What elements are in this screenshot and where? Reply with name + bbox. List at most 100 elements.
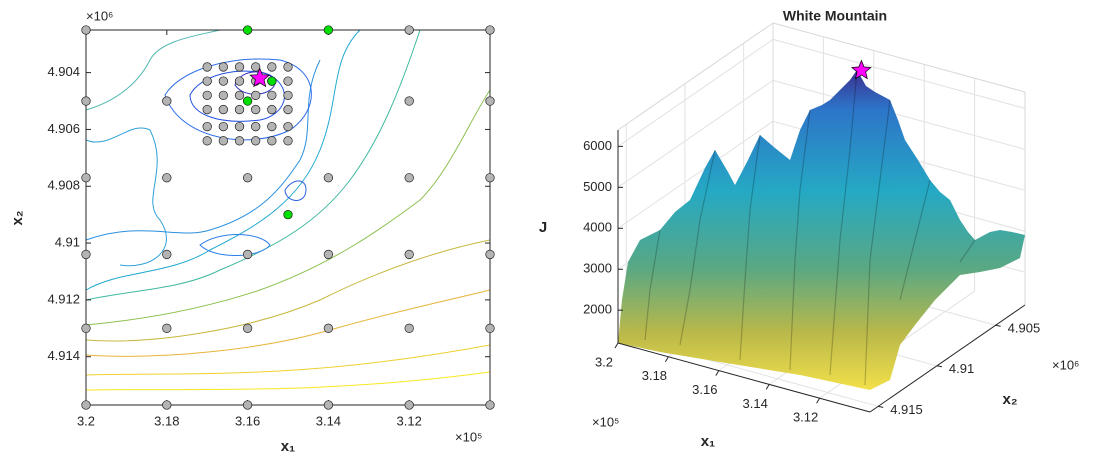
grid-line: [772, 38, 1026, 109]
sample-point: [81, 25, 91, 35]
sample-point: [404, 25, 414, 35]
sample-point: [404, 173, 414, 183]
sample-point: [485, 25, 495, 35]
sample-point: [404, 96, 414, 106]
sample-point: [218, 121, 229, 132]
sample-point: [162, 400, 172, 410]
z-tick-label: 4000: [583, 220, 612, 235]
contour: [85, 239, 491, 342]
sample-point: [267, 90, 277, 100]
contour: [85, 289, 491, 357]
y-tick-label: 4.904: [47, 64, 80, 79]
sample-point: [323, 25, 334, 35]
contour: [85, 89, 491, 326]
x-axis: [617, 342, 871, 413]
y-multiplier: ×10⁶: [1052, 357, 1079, 372]
contour: [189, 70, 285, 122]
sample-point: [323, 323, 334, 333]
sample-point: [267, 104, 277, 115]
sample-point: [242, 323, 253, 333]
sample-point: [162, 249, 172, 260]
surface-ridges: [644, 69, 976, 386]
z-tick-label: 2000: [583, 302, 612, 317]
sample-point: [162, 96, 172, 106]
sample-point: [485, 323, 495, 333]
sample-point: [218, 62, 229, 72]
sample-point: [283, 104, 293, 115]
sample-point: [202, 90, 212, 100]
contour: [85, 127, 167, 267]
sample-point: [251, 90, 261, 100]
z-tick-label: 5000: [583, 179, 612, 194]
sample-point: [251, 136, 261, 146]
sample-point: [234, 121, 245, 132]
contour: [85, 371, 491, 391]
sample-point: [283, 90, 293, 100]
sample-point: [218, 76, 229, 86]
sample-point: [283, 210, 293, 220]
sample-point: [485, 173, 495, 183]
x-tick-label: 3.12: [397, 413, 422, 428]
sample-point: [251, 62, 261, 72]
box-edge: [617, 22, 774, 131]
sample-point: [242, 400, 253, 410]
sample-point: [81, 400, 91, 410]
sample-point: [485, 96, 495, 106]
sample-point: [162, 323, 172, 333]
y-tick-label: 4.906: [47, 121, 80, 136]
contour: [85, 29, 221, 111]
contour: [85, 29, 421, 301]
x-tick: [715, 370, 720, 376]
x-tick-label: 3.14: [743, 396, 768, 411]
sample-point: [323, 249, 334, 260]
sample-point: [234, 136, 245, 146]
grid-line: [617, 79, 774, 188]
sample-point: [218, 104, 229, 115]
sample-point: [283, 76, 293, 86]
y-tick-label: 4.908: [47, 178, 80, 193]
grid-line: [772, 79, 1026, 150]
box-edge: [772, 22, 1026, 93]
x-tick: [816, 397, 821, 404]
sample-point: [267, 62, 277, 72]
sample-point: [218, 90, 229, 100]
y-axis-label: x₂: [9, 210, 26, 225]
z-axis-label: J: [539, 219, 547, 236]
sample-point: [485, 249, 495, 260]
contour: [284, 180, 307, 201]
sample-point: [404, 400, 414, 410]
contour: [85, 59, 321, 241]
sample-point: [218, 136, 229, 146]
y-tick-label: 4.91: [55, 235, 80, 250]
sample-point: [81, 96, 91, 106]
sample-point: [283, 136, 293, 146]
sample-point: [267, 136, 277, 146]
sample-point: [81, 249, 91, 260]
contour: [85, 344, 491, 376]
x-axis-label: x₁: [281, 438, 296, 455]
x-tick-label: 3.12: [793, 410, 818, 425]
grid-line: [617, 120, 774, 229]
chart-title: White Mountain: [783, 8, 887, 24]
sample-point: [162, 173, 172, 183]
surface-fill: [618, 70, 1025, 390]
y-axis-label: x₂: [1002, 391, 1017, 408]
sample-point: [81, 323, 91, 333]
sample-point: [81, 173, 91, 183]
sample-point: [234, 90, 245, 100]
contour: [199, 234, 271, 256]
x-tick-label: 3.14: [316, 413, 341, 428]
y-multiplier: ×10⁶: [86, 8, 113, 23]
x-tick-label: 3.2: [595, 354, 613, 369]
y-tick-label: 4.914: [47, 348, 80, 363]
sample-point: [251, 121, 261, 132]
sample-point: [242, 249, 253, 260]
plot-frame: [85, 29, 491, 406]
sample-point: [404, 323, 414, 333]
sample-point: [234, 76, 245, 86]
x-tick-label: 3.2: [77, 413, 95, 428]
axes-front: 2000 3000 4000 5000 6000 3.2 3.18 3.16 3.14 3.12 4…: [583, 130, 1040, 425]
sample-point: [267, 121, 277, 132]
y-tick-label: 4.91: [949, 361, 974, 376]
